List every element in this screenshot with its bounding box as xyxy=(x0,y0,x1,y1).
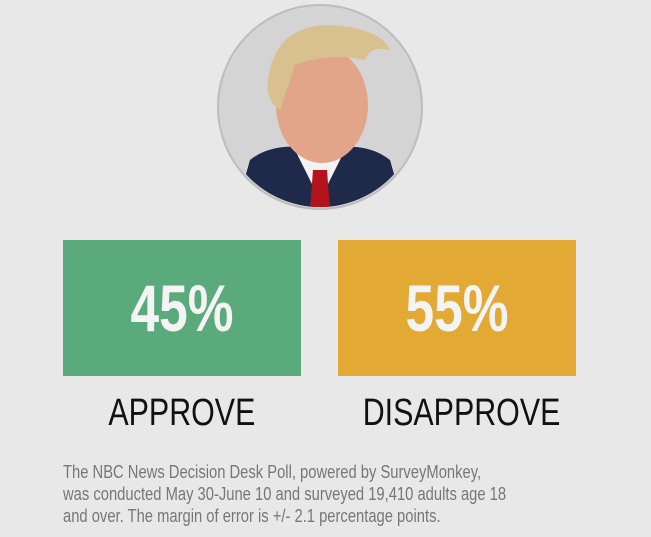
portrait-figure xyxy=(230,25,410,207)
category-text: DISAPPROVE xyxy=(362,392,561,434)
category-label: APPROVE xyxy=(63,392,301,435)
category-label: DISAPPROVE xyxy=(338,392,576,435)
tile-value: 45% xyxy=(130,271,234,345)
portrait xyxy=(217,4,423,210)
footnote-line: and over. The margin of error is +/- 2.1… xyxy=(63,506,441,526)
footnote-line: was conducted May 30-June 10 and surveye… xyxy=(63,484,507,504)
category-text: APPROVE xyxy=(108,392,256,434)
tile-value: 55% xyxy=(405,271,509,345)
tile: 55% xyxy=(338,240,576,376)
tile: 45% xyxy=(63,240,301,376)
footnote-line: The NBC News Decision Desk Poll, powered… xyxy=(63,462,482,482)
